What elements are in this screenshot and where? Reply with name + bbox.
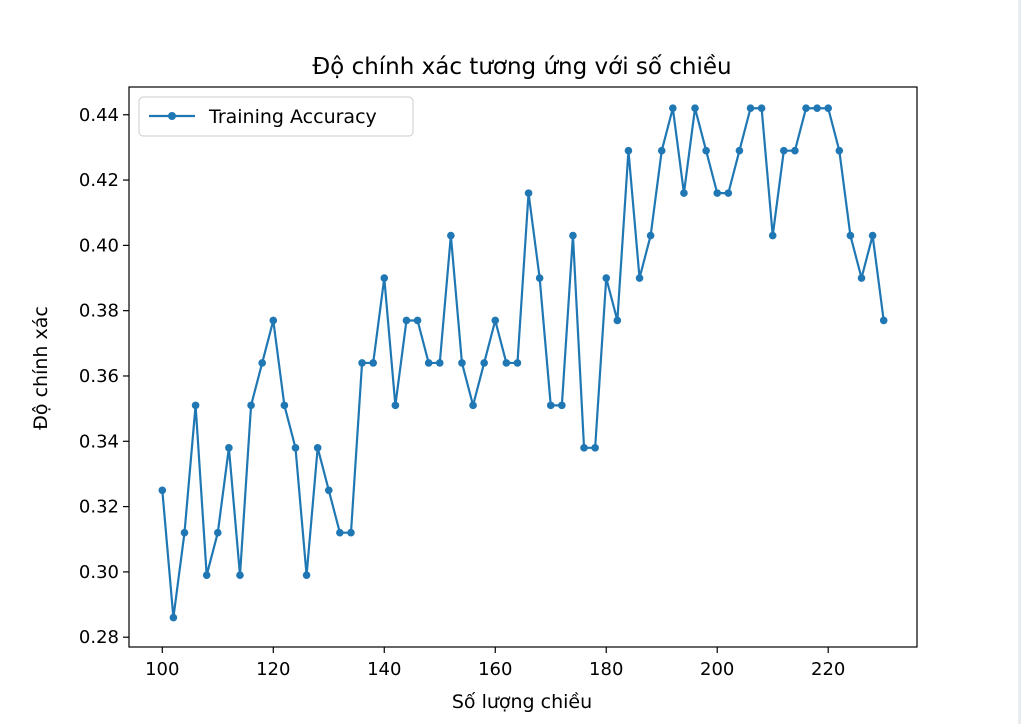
data-point: [669, 104, 677, 113]
data-point: [513, 359, 522, 367]
data-point: [857, 274, 866, 282]
x-axis-ticks: 100 120 140 160 180 200 220: [145, 647, 845, 680]
data-point: [236, 571, 244, 579]
y-tick-label: 0.42: [79, 170, 119, 191]
data-point: [491, 316, 500, 325]
data-point: [180, 528, 189, 537]
data-point: [757, 104, 766, 113]
y-tick-label: 0.40: [79, 235, 119, 256]
data-point: [646, 231, 655, 240]
series-layer: [158, 104, 888, 622]
data-point: [347, 528, 355, 537]
data-point: [225, 444, 233, 452]
y-tick-label: 0.30: [79, 562, 119, 583]
data-point: [713, 189, 722, 197]
data-point: [402, 316, 411, 325]
y-tick-label: 0.28: [79, 627, 119, 648]
y-axis-ticks: 0.28 0.30 0.32 0.34 0.36 0.38 0.40 0.42 0.44: [79, 105, 129, 648]
y-tick-label: 0.32: [79, 497, 119, 518]
series-line: [161, 107, 885, 619]
data-point: [580, 444, 588, 452]
data-point: [169, 613, 178, 622]
data-point: [724, 189, 733, 197]
data-point: [291, 444, 300, 452]
data-point: [358, 359, 366, 367]
data-point: [802, 104, 810, 113]
data-point: [280, 401, 289, 410]
data-point: [269, 316, 278, 325]
x-tick-label: 100: [145, 659, 179, 680]
data-point: [702, 146, 710, 155]
data-point: [746, 104, 755, 113]
data-point: [635, 274, 644, 282]
y-tick-label: 0.34: [79, 431, 119, 452]
data-point: [780, 146, 788, 155]
x-tick-label: 180: [589, 659, 623, 680]
data-point: [435, 359, 444, 367]
x-axis-label: Số lượng chiều: [452, 691, 592, 713]
data-point: [768, 231, 777, 240]
data-point: [524, 189, 533, 197]
x-tick-label: 220: [811, 659, 845, 680]
data-point: [469, 401, 477, 410]
x-tick-label: 140: [367, 659, 401, 680]
x-tick-label: 120: [256, 659, 290, 680]
data-point: [535, 274, 544, 282]
data-point: [791, 146, 799, 155]
data-point: [613, 316, 622, 325]
data-point: [624, 146, 633, 155]
data-point: [213, 528, 222, 537]
data-point: [868, 231, 877, 240]
data-point: [258, 359, 266, 367]
legend-box: [138, 96, 414, 137]
data-point: [158, 486, 167, 495]
x-tick-label: 160: [478, 659, 512, 680]
data-point: [324, 486, 333, 495]
plot-area-frame: [128, 86, 918, 648]
data-point: [835, 146, 844, 155]
data-point: [846, 231, 855, 240]
data-point: [391, 401, 400, 410]
data-point: [558, 401, 566, 410]
y-tick-label: 0.36: [79, 366, 119, 387]
data-point: [735, 146, 744, 155]
data-point: [380, 274, 389, 282]
data-point: [413, 316, 422, 325]
data-point: [813, 104, 821, 113]
data-point: [369, 359, 377, 367]
data-point: [680, 189, 688, 197]
data-point: [336, 528, 344, 537]
data-point: [602, 274, 611, 282]
y-tick-label: 0.38: [79, 301, 119, 322]
legend-label: Training Accuracy: [208, 106, 377, 128]
data-point: [591, 444, 599, 452]
legend: Training Accuracy: [138, 96, 414, 137]
data-point: [424, 359, 433, 367]
y-tick-label: 0.44: [79, 105, 119, 126]
data-point: [824, 104, 833, 113]
chart-title: Độ chính xác tương ứng với số chiều: [312, 54, 731, 80]
data-point: [879, 316, 888, 325]
data-point: [302, 571, 311, 579]
data-point: [458, 359, 466, 367]
data-point: [502, 359, 511, 367]
window-edge: [1018, 0, 1021, 724]
data-point: [191, 401, 200, 410]
x-tick-label: 200: [700, 659, 734, 680]
data-point: [569, 231, 577, 240]
data-point: [546, 401, 555, 410]
data-point: [447, 231, 455, 240]
data-point: [657, 146, 666, 155]
y-axis-label: Độ chính xác: [30, 306, 52, 430]
data-point: [247, 401, 255, 410]
data-point: [691, 104, 699, 113]
data-point: [202, 571, 211, 579]
legend-marker-swatch: [168, 112, 176, 120]
data-point: [480, 359, 488, 367]
data-point: [313, 444, 322, 452]
